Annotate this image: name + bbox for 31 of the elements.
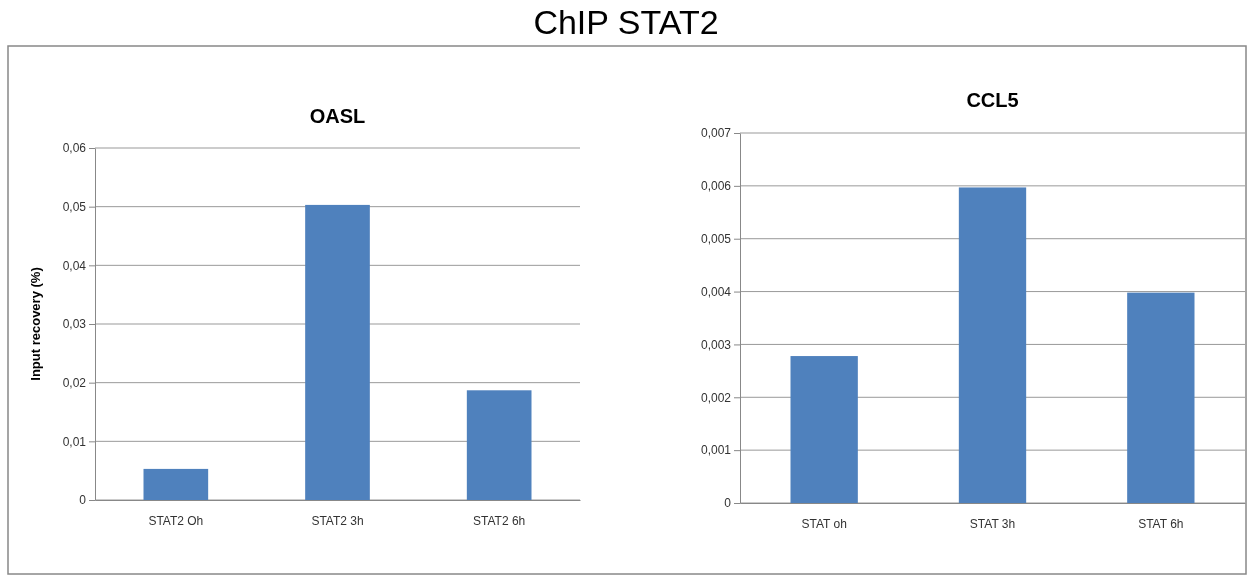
x-tick-label: STAT2 Oh <box>148 513 204 528</box>
bar <box>466 390 532 500</box>
y-tick-label: 0,004 <box>700 284 732 299</box>
y-tick-label: 0,001 <box>700 443 732 458</box>
bar <box>958 187 1027 503</box>
x-tick-label: STAT oh <box>801 516 847 531</box>
y-tick-label: 0 <box>79 493 87 508</box>
y-tick-label: 0,002 <box>700 390 732 405</box>
x-tick-label: STAT2 6h <box>473 513 526 528</box>
chart-title: CCL5 <box>966 89 1019 111</box>
chart-title: OASL <box>309 105 366 127</box>
y-tick-label: 0,007 <box>700 126 732 141</box>
y-tick-label: 0,05 <box>62 200 87 215</box>
bar <box>143 468 209 500</box>
y-axis-title: Input recovery (%) <box>28 267 43 381</box>
bar <box>305 204 370 500</box>
text: ChIP STAT2 <box>533 3 719 41</box>
x-tick-label: STAT 3h <box>969 516 1016 531</box>
x-tick-label: STAT2 3h <box>311 513 364 528</box>
y-tick-label: 0 <box>724 496 732 511</box>
bar <box>790 356 858 503</box>
y-tick-label: 0,005 <box>700 232 732 247</box>
y-tick-label: 0,006 <box>700 179 732 194</box>
y-tick-label: 0,02 <box>62 376 87 391</box>
x-tick-label: STAT 6h <box>1138 516 1184 531</box>
y-tick-label: 0,01 <box>62 434 87 449</box>
y-tick-label: 0,06 <box>62 141 87 156</box>
y-tick-label: 0,04 <box>62 258 87 273</box>
bar <box>1127 292 1195 503</box>
y-tick-label: 0,003 <box>700 337 732 352</box>
y-tick-label: 0,03 <box>62 317 87 332</box>
